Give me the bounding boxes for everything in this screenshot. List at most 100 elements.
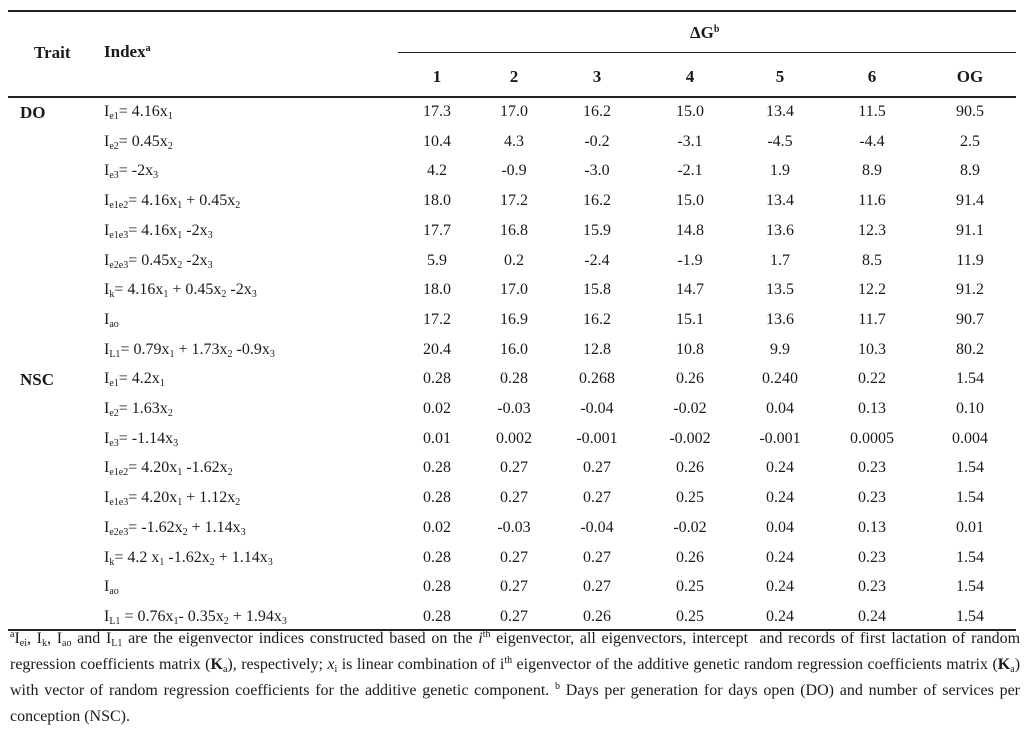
value-cell: 0.240 — [762, 370, 798, 388]
table-footnote: aIei, Ik, Iao and IL1 are the eigenvecto… — [10, 629, 1021, 726]
value-cell: 17.2 — [423, 310, 451, 328]
index-formula: Ik= 4.16x1 + 0.45x2 -2x3 — [104, 281, 257, 301]
value-cell: 17.0 — [500, 281, 528, 299]
value-cell: 17.0 — [500, 103, 528, 120]
value-cell: 17.2 — [500, 192, 528, 210]
value-cell: 0.24 — [766, 548, 794, 566]
index-formula: Ie2e3= 0.45x2 -2x3 — [104, 251, 213, 271]
index-header-sup: a — [145, 43, 151, 54]
value-cell: 15.9 — [583, 221, 611, 239]
value-cell: 16.2 — [583, 103, 611, 120]
index-formula: IL1= 0.79x1 + 1.73x2 -0.9x3 — [104, 340, 275, 360]
index-formula: Ie2= 1.63x2 — [104, 400, 173, 419]
value-cell: -0.2 — [584, 132, 610, 150]
column-header-og: OG — [956, 67, 984, 86]
value-cell: 0.26 — [676, 370, 704, 388]
value-cell: 18.0 — [423, 192, 451, 210]
value-cell: 12.8 — [583, 340, 611, 358]
value-cell: 8.9 — [960, 162, 980, 180]
column-header-5: 5 — [775, 67, 785, 86]
value-cell: 13.4 — [766, 103, 794, 120]
value-cell: 0.28 — [423, 548, 451, 566]
value-cell: -4.5 — [767, 132, 793, 150]
index-formula: Iao — [104, 310, 119, 330]
index-header: Indexa — [104, 42, 151, 62]
delta-g-header: ΔGb — [690, 23, 719, 43]
trait-label: DO — [20, 103, 46, 122]
value-cell: 4.3 — [504, 132, 524, 150]
value-cell: 1.54 — [956, 489, 984, 507]
value-cell: 91.1 — [956, 221, 984, 239]
value-cell: 80.2 — [956, 340, 984, 358]
value-cell: -0.02 — [673, 518, 707, 536]
value-cell: -1.9 — [677, 251, 703, 269]
value-cell: 0.02 — [423, 518, 451, 536]
header-rule — [8, 96, 1016, 98]
value-cell: 0.04 — [766, 518, 794, 536]
index-formula: Ie2= 0.45x2 — [104, 132, 173, 152]
value-cell: -0.03 — [497, 518, 531, 536]
value-cell: 16.8 — [500, 221, 528, 239]
value-cell: 0.01 — [956, 518, 984, 536]
value-cell: 0.27 — [583, 489, 611, 507]
value-cell: 0.27 — [500, 459, 528, 477]
delta-g-sup: b — [713, 24, 720, 35]
value-cell: 9.9 — [770, 340, 790, 358]
value-cell: 1.54 — [956, 578, 984, 596]
index-formula: Ie1e2= 4.20x1 -1.62x2 — [104, 459, 233, 479]
value-cell: -3.0 — [584, 162, 610, 180]
index-formula: Ie1e3= 4.16x1 -2x3 — [104, 221, 213, 241]
index-formula: Ie2e3= -1.62x2 + 1.14x3 — [104, 518, 246, 538]
value-cell: 15.0 — [676, 192, 704, 210]
value-cell: 15.0 — [676, 103, 704, 120]
value-cell: 2.5 — [960, 132, 980, 150]
value-cell: 91.4 — [956, 192, 984, 210]
index-formula: Ie3= -2x3 — [104, 162, 159, 182]
value-cell: 0.24 — [766, 578, 794, 596]
value-cell: 0.24 — [766, 459, 794, 477]
value-cell: 0.27 — [583, 548, 611, 566]
value-cell: 0.04 — [766, 400, 794, 417]
value-cell: 0.28 — [423, 459, 451, 477]
index-formula: IL1 = 0.76x1- 0.35x2 + 1.94x3 — [104, 607, 287, 627]
value-cell: -0.03 — [497, 400, 531, 417]
value-cell: -0.02 — [673, 400, 707, 417]
value-cell: 17.7 — [423, 221, 451, 239]
value-cell: -0.04 — [580, 400, 614, 417]
value-cell: 0.27 — [500, 578, 528, 596]
value-cell: 0.22 — [858, 370, 886, 388]
value-cell: 0.26 — [583, 607, 611, 625]
value-cell: 16.2 — [583, 192, 611, 210]
value-cell: -2.4 — [584, 251, 610, 269]
value-cell: 90.5 — [956, 103, 984, 120]
value-cell: 0.28 — [500, 370, 528, 388]
index-formula: Iao — [104, 578, 119, 598]
value-cell: 8.5 — [862, 251, 882, 269]
value-cell: 11.7 — [858, 310, 886, 328]
column-header-2: 2 — [509, 67, 519, 86]
spanner-rule — [398, 52, 1016, 53]
value-cell: 11.6 — [858, 192, 886, 210]
value-cell: 91.2 — [956, 281, 984, 299]
value-cell: 1.9 — [770, 162, 790, 180]
value-cell: 0.002 — [496, 429, 532, 447]
value-cell: -4.4 — [859, 132, 885, 150]
index-formula: Ie1= 4.16x1 — [104, 103, 173, 122]
value-cell: -0.001 — [759, 429, 801, 447]
value-cell: 20.4 — [423, 340, 451, 358]
value-cell: 12.3 — [858, 221, 886, 239]
value-cell: 0.0005 — [850, 429, 894, 447]
value-cell: 12.2 — [858, 281, 886, 299]
value-cell: 0.25 — [676, 578, 704, 596]
value-cell: 0.28 — [423, 370, 451, 388]
value-cell: 13.4 — [766, 192, 794, 210]
column-header-6: 6 — [867, 67, 877, 86]
value-cell: 13.6 — [766, 221, 794, 239]
trait-header: Trait — [34, 43, 71, 62]
value-cell: 16.2 — [583, 310, 611, 328]
top-rule — [8, 10, 1016, 12]
column-header-3: 3 — [592, 67, 602, 86]
value-cell: 13.6 — [766, 310, 794, 328]
value-cell: 0.24 — [766, 607, 794, 625]
value-cell: 0.24 — [766, 489, 794, 507]
